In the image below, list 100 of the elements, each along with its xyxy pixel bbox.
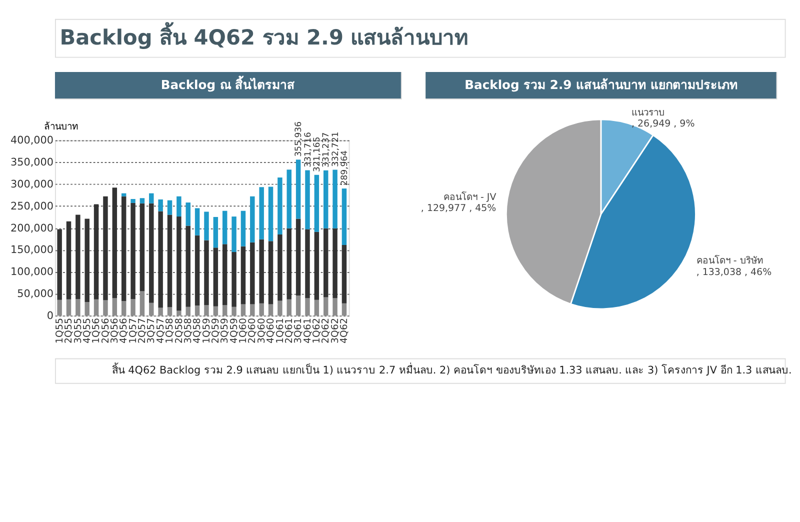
- bar: [204, 305, 209, 316]
- x-tick-label: 4Q57: [155, 318, 166, 344]
- bar: [76, 214, 80, 299]
- x-tick-label: 2Q57: [137, 318, 148, 344]
- total-label: 289,964: [340, 150, 350, 186]
- bar: [342, 245, 347, 304]
- bar: [84, 302, 90, 316]
- bar: [332, 170, 338, 228]
- bar: [323, 297, 328, 316]
- slice-label: คอนโดฯ - บริษัท: [696, 254, 763, 267]
- bar: [278, 300, 282, 316]
- total-label: 355,936: [294, 122, 304, 157]
- bar: [186, 306, 190, 316]
- bar: [204, 212, 209, 240]
- slice-label: คอนโดฯ - JV: [443, 190, 497, 203]
- bar: [240, 210, 246, 246]
- x-tick-label: 1Q55: [54, 318, 66, 344]
- x-tick-label: 1Q60: [238, 318, 250, 344]
- bar: [268, 304, 274, 316]
- bar: [167, 200, 172, 215]
- bar: [314, 174, 320, 232]
- text: สิ้น 4Q62 Backlog รวม 2.9 แสนลบ แยกเป็น 1) แนวราบ 2.7 หมื่นลบ. 2) คอนโดฯ ของบริษัทเอง 1.33 แสนลบ. และ 3) โครงการ JV อีก 1.3 แสนลบ.: [112, 362, 792, 376]
- bar: [323, 228, 328, 298]
- bar: [121, 193, 126, 196]
- bar: [296, 160, 301, 219]
- y-tick-label: 350,000: [10, 156, 54, 168]
- y-tick-label: 300,000: [10, 178, 54, 190]
- x-tick-label: 1Q62: [312, 318, 323, 344]
- bar: [268, 186, 274, 242]
- x-tick-label: 4Q56: [118, 318, 130, 344]
- bar: [176, 310, 182, 316]
- x-tick-label: 4Q59: [228, 318, 240, 344]
- total-label: 321,165: [312, 136, 323, 172]
- x-tick-label: 4Q62: [339, 318, 350, 344]
- bar: [158, 211, 163, 308]
- x-tick-label: 3Q57: [146, 318, 158, 344]
- bar: [305, 298, 310, 316]
- bar: [314, 300, 320, 316]
- bar: [121, 196, 126, 302]
- bar: [167, 307, 172, 316]
- bar: [176, 196, 182, 217]
- text: Backlog สิ้น 4Q62 รวม 2.9 แสนล้านบาท: [60, 22, 469, 50]
- bar: [149, 302, 154, 316]
- bar: [213, 216, 218, 248]
- bar: [186, 202, 190, 226]
- x-tick-label: 3Q61: [293, 318, 304, 344]
- x-tick-label: 1Q59: [201, 318, 212, 344]
- y-tick-label: 150,000: [10, 244, 54, 256]
- bar: [259, 303, 264, 316]
- x-tick-label: 4Q60: [266, 318, 277, 344]
- bar: [194, 306, 200, 316]
- bar: [213, 306, 218, 316]
- x-tick-label: 2Q58: [174, 318, 185, 344]
- x-tick-label: 3Q62: [330, 318, 341, 344]
- bar: [278, 178, 282, 235]
- bar: [222, 244, 228, 306]
- bar: [278, 234, 282, 301]
- bar: [332, 298, 338, 316]
- x-tick-label: 3Q58: [182, 318, 194, 344]
- y-tick-label: 100,000: [10, 266, 54, 278]
- bar: [286, 170, 292, 228]
- bar: [268, 241, 274, 304]
- total-label: 331,716: [303, 132, 314, 168]
- bar: [323, 170, 328, 228]
- y-tick-label: 400,000: [10, 134, 54, 147]
- bar: [286, 299, 292, 316]
- bar: [130, 298, 136, 316]
- bar: [176, 216, 182, 311]
- bar: [332, 228, 338, 298]
- bar: [130, 202, 136, 299]
- data-label: , 129,977 , 45%: [420, 203, 496, 214]
- y-axis-title: ล้านบาท: [44, 121, 78, 132]
- x-tick-label: 1Q57: [128, 318, 139, 344]
- bar: [112, 188, 118, 298]
- bar: [158, 199, 163, 212]
- bar: [305, 229, 310, 298]
- bar: [94, 204, 99, 300]
- bar: [57, 300, 62, 316]
- bar: [296, 295, 301, 316]
- x-tick-label: 3Q60: [256, 318, 268, 344]
- bar: [94, 299, 99, 316]
- bar: [314, 232, 320, 300]
- bar: [149, 203, 154, 303]
- bar: [130, 199, 136, 203]
- bar: [194, 235, 200, 306]
- x-tick-label: 4Q58: [192, 318, 204, 344]
- x-tick-label: 2Q55: [64, 318, 75, 344]
- bar: [57, 229, 62, 300]
- data-label: , 26,949 , 9%: [632, 118, 695, 130]
- x-tick-label: 2Q59: [210, 318, 222, 344]
- bar: [240, 246, 246, 304]
- x-tick-label: 4Q61: [302, 318, 314, 344]
- data-label: , 133,038 , 46%: [696, 267, 772, 278]
- bar: [66, 299, 72, 316]
- bar: [121, 301, 126, 316]
- y-tick-label: 200,000: [10, 222, 54, 234]
- bar: [103, 300, 108, 316]
- bar: [222, 305, 228, 316]
- bar: [286, 228, 292, 300]
- bar: [259, 239, 264, 304]
